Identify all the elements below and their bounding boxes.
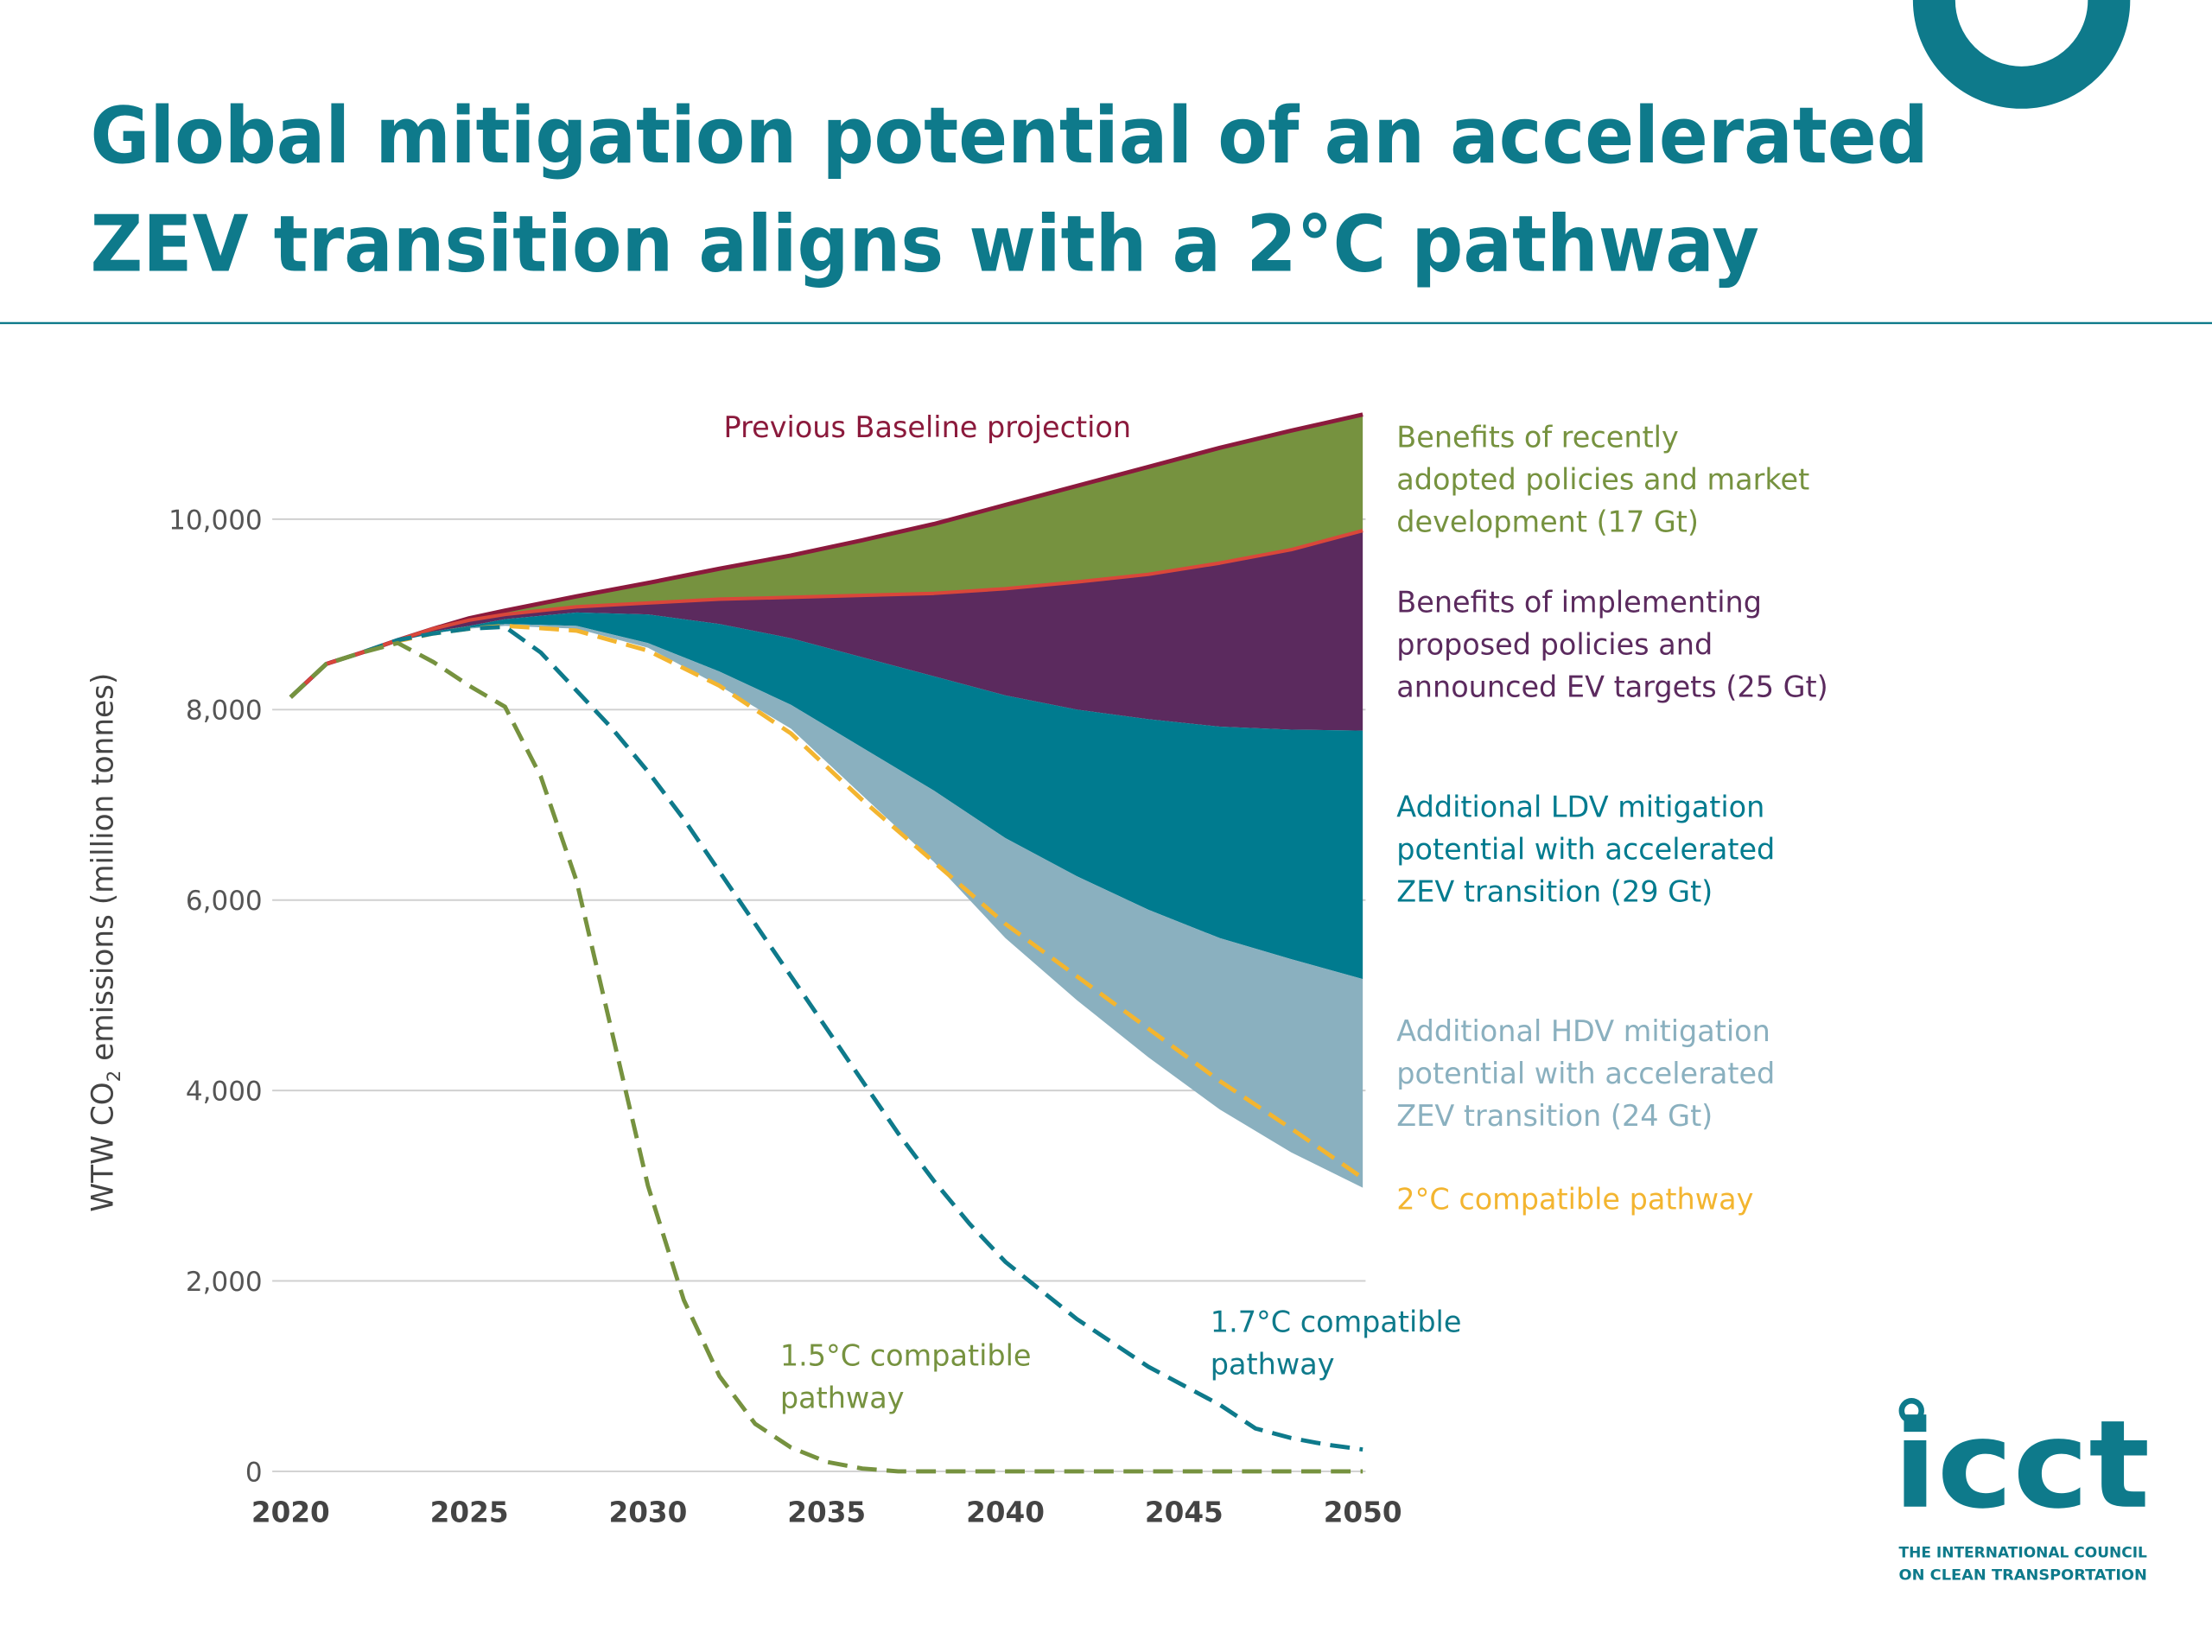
x-tick-label: 2045 [1145, 1496, 1224, 1529]
label-ldv: Additional LDV mitigation potential with… [1396, 790, 1784, 908]
line-1-7c-pathway [289, 625, 1363, 1452]
chart-areas [290, 414, 1363, 1188]
line-1-5c-pathway [289, 640, 1363, 1474]
chart-lines [289, 412, 1364, 1474]
logo-wordmark: icct [1893, 1395, 2150, 1536]
label-1-7c-pathway: 1.7°C compatible pathway [1211, 1305, 1471, 1381]
area-recent-policies [290, 414, 1363, 697]
y-tick-label: 6,000 [186, 886, 263, 917]
logo-dot [1898, 1398, 1924, 1424]
label-recent-policies: Benefits of recently adopted policies an… [1396, 421, 1819, 539]
x-axis-ticks: 2020 2025 2030 2035 2040 2045 2050 [251, 1496, 1402, 1529]
brand-ring-decoration [1912, 0, 2131, 109]
label-hdv: Additional HDV mitigation potential with… [1396, 1014, 1784, 1133]
area-hdv-mitigation [290, 624, 1363, 1188]
logo-line-2: ON CLEAN TRANSPORTATION [1899, 1567, 2147, 1585]
y-tick-label: 0 [245, 1457, 263, 1488]
label-proposed-policies: Benefits of implementing proposed polici… [1396, 586, 1827, 704]
x-tick-label: 2040 [966, 1496, 1045, 1529]
x-tick-label: 2030 [609, 1496, 688, 1529]
y-tick-label: 4,000 [186, 1077, 263, 1108]
page-title-line-1: Global mitigation potential of an accele… [90, 92, 1928, 181]
icct-logo: icct THE INTERNATIONAL COUNCIL ON CLEAN … [1893, 1395, 2150, 1585]
x-tick-label: 2050 [1324, 1496, 1402, 1529]
y-tick-label: 2,000 [186, 1267, 263, 1298]
x-tick-label: 2035 [787, 1496, 866, 1529]
x-tick-label: 2020 [251, 1496, 330, 1529]
label-2c-pathway: 2°C compatible pathway [1396, 1182, 1753, 1216]
label-1-5c-pathway: 1.5°C compatible pathway [780, 1338, 1040, 1414]
y-tick-label: 8,000 [186, 696, 263, 727]
y-axis-ticks: 0 2,000 4,000 6,000 8,000 10,000 [168, 505, 263, 1488]
page-title-line-2: ZEV transition aligns with a 2°C pathway [90, 200, 1758, 290]
x-tick-label: 2025 [430, 1496, 509, 1529]
y-axis-label: WTW CO2 emissions (million tonnes) [86, 673, 125, 1212]
y-tick-label: 10,000 [168, 505, 263, 536]
logo-line-1: THE INTERNATIONAL COUNCIL [1899, 1545, 2147, 1562]
area-ldv-mitigation [290, 612, 1363, 980]
label-previous-baseline: Previous Baseline projection [724, 410, 1132, 444]
